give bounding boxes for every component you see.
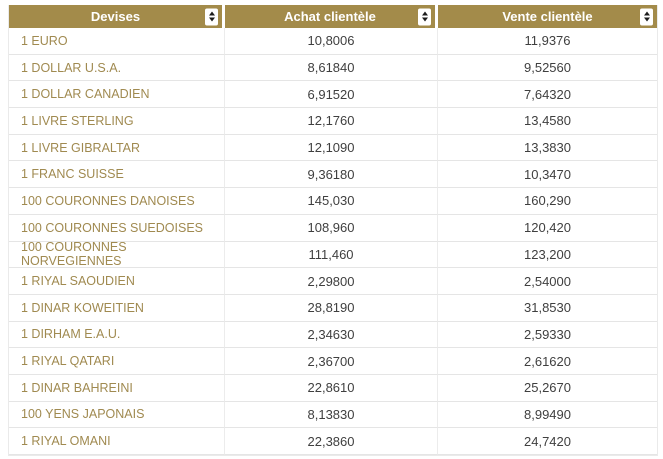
table-row: 1 DINAR BAHREINI 22,8610 25,2670: [9, 374, 657, 402]
table-row: 1 RIYAL OMANI 22,3860 24,7420: [9, 428, 657, 455]
cell-achat-clientele: 2,29800: [225, 268, 438, 295]
table-header-row: Devises Achat clientèle Vente clientèle: [9, 5, 657, 28]
cell-achat-clientele: 8,13830: [225, 401, 438, 429]
cell-devise: 100 COURONNES SUEDOISES: [9, 214, 225, 242]
cell-vente-clientele: 2,61620: [438, 348, 657, 375]
table-row: 1 RIYAL QATARI 2,36700 2,61620: [9, 348, 657, 375]
cell-vente-clientele: 31,8530: [438, 295, 657, 322]
cell-devise: 1 RIYAL SAOUDIEN: [9, 268, 225, 295]
cell-vente-clientele: 13,4580: [438, 108, 657, 135]
cell-devise: 1 LIVRE GIBRALTAR: [9, 134, 225, 162]
cell-achat-clientele: 9,36180: [225, 161, 438, 189]
column-header-achat-clientele[interactable]: Achat clientèle: [225, 5, 438, 28]
table-body: 1 EURO 10,8006 11,9376 1 DOLLAR U.S.A. 8…: [9, 28, 657, 455]
cell-vente-clientele: 9,52560: [438, 55, 657, 82]
column-header-vente-clientele[interactable]: Vente clientèle: [438, 5, 657, 28]
cell-vente-clientele: 2,59330: [438, 322, 657, 349]
sort-desc-icon: [643, 17, 650, 22]
table-row: 100 YENS JAPONAIS 8,13830 8,99490: [9, 401, 657, 429]
cell-achat-clientele: 22,3860: [225, 428, 438, 455]
table-row: 1 DINAR KOWEITIEN 28,8190 31,8530: [9, 294, 657, 322]
cell-devise: 1 DOLLAR CANADIEN: [9, 81, 225, 109]
cell-achat-clientele: 6,91520: [225, 81, 438, 109]
cell-devise: 1 RIYAL OMANI: [9, 428, 225, 455]
sort-desc-icon: [421, 17, 428, 22]
cell-vente-clientele: 120,420: [438, 215, 657, 242]
sort-desc-icon: [208, 17, 215, 22]
cell-vente-clientele: 24,7420: [438, 428, 657, 455]
cell-devise: 1 EURO: [9, 28, 225, 55]
sort-asc-icon: [421, 11, 428, 16]
cell-devise: 1 DIRHAM E.A.U.: [9, 321, 225, 349]
sort-arrows-icon[interactable]: [205, 8, 218, 25]
sort-arrows-icon[interactable]: [640, 8, 653, 25]
cell-achat-clientele: 22,8610: [225, 374, 438, 402]
table-row: 1 LIVRE STERLING 12,1760 13,4580: [9, 108, 657, 135]
sort-arrows-icon[interactable]: [418, 8, 431, 25]
table-row: 1 DOLLAR CANADIEN 6,91520 7,64320: [9, 81, 657, 109]
table-row: 1 FRANC SUISSE 9,36180 10,3470: [9, 161, 657, 189]
cell-vente-clientele: 7,64320: [438, 81, 657, 109]
cell-devise: 100 YENS JAPONAIS: [9, 401, 225, 429]
cell-vente-clientele: 123,200: [438, 242, 657, 269]
cell-achat-clientele: 28,8190: [225, 294, 438, 322]
cell-achat-clientele: 111,460: [225, 241, 438, 269]
cell-devise: 1 DINAR BAHREINI: [9, 374, 225, 402]
cell-vente-clientele: 160,290: [438, 188, 657, 215]
cell-achat-clientele: 8,61840: [225, 54, 438, 82]
cell-vente-clientele: 11,9376: [438, 28, 657, 55]
cell-vente-clientele: 10,3470: [438, 161, 657, 189]
cell-achat-clientele: 10,8006: [225, 28, 438, 55]
cell-vente-clientele: 2,54000: [438, 268, 657, 295]
table-row: 100 COURONNES DANOISES 145,030 160,290: [9, 188, 657, 215]
exchange-rate-table: Devises Achat clientèle Vente clientèle …: [8, 5, 658, 456]
cell-devise: 100 COURONNES DANOISES: [9, 188, 225, 215]
sort-asc-icon: [643, 11, 650, 16]
table-row: 100 COURONNES SUEDOISES 108,960 120,420: [9, 214, 657, 242]
table-row: 1 DOLLAR U.S.A. 8,61840 9,52560: [9, 54, 657, 82]
cell-vente-clientele: 13,3830: [438, 135, 657, 162]
table-row: 1 RIYAL SAOUDIEN 2,29800 2,54000: [9, 268, 657, 295]
column-header-vente-label: Vente clientèle: [502, 9, 593, 24]
cell-vente-clientele: 25,2670: [438, 375, 657, 402]
cell-achat-clientele: 12,1760: [225, 108, 438, 135]
cell-devise: 1 FRANC SUISSE: [9, 161, 225, 189]
cell-achat-clientele: 12,1090: [225, 134, 438, 162]
column-header-devises-label: Devises: [90, 9, 141, 24]
cell-devise: 1 DOLLAR U.S.A.: [9, 54, 225, 82]
column-header-devises[interactable]: Devises: [9, 5, 225, 28]
cell-achat-clientele: 2,36700: [225, 348, 438, 375]
cell-devise: 1 LIVRE STERLING: [9, 108, 225, 135]
column-header-achat-label: Achat clientèle: [284, 9, 376, 24]
cell-achat-clientele: 108,960: [225, 214, 438, 242]
table-row: 1 EURO 10,8006 11,9376: [9, 28, 657, 55]
cell-devise: 1 DINAR KOWEITIEN: [9, 294, 225, 322]
cell-devise: 100 COURONNES NORVEGIENNES: [9, 240, 225, 268]
cell-achat-clientele: 145,030: [225, 188, 438, 215]
cell-devise: 1 RIYAL QATARI: [9, 348, 225, 375]
cell-vente-clientele: 8,99490: [438, 402, 657, 429]
sort-asc-icon: [208, 11, 215, 16]
cell-achat-clientele: 2,34630: [225, 321, 438, 349]
table-row: 1 LIVRE GIBRALTAR 12,1090 13,3830: [9, 134, 657, 162]
table-row: 100 COURONNES NORVEGIENNES 111,460 123,2…: [9, 240, 657, 269]
table-row: 1 DIRHAM E.A.U. 2,34630 2,59330: [9, 321, 657, 349]
